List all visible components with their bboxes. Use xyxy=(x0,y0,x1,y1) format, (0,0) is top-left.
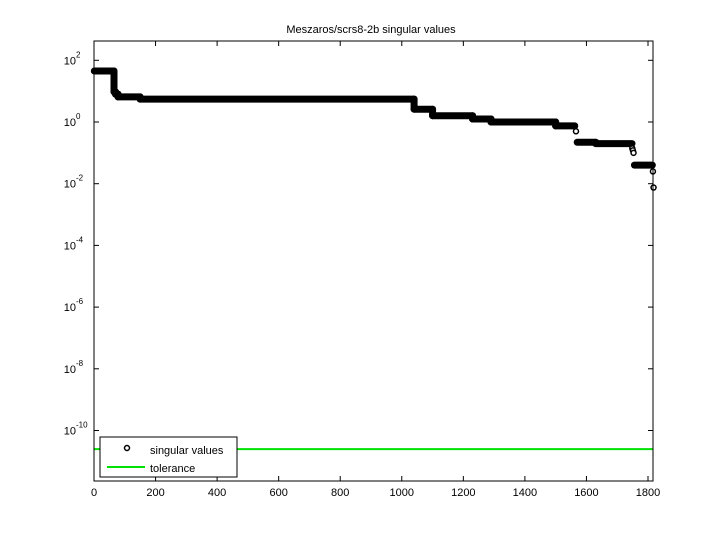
y-tick-label: 10 xyxy=(64,240,76,252)
y-tick-label: 10 xyxy=(64,426,76,438)
y-tick-label: 10 xyxy=(64,55,76,67)
axes-frame xyxy=(93,40,654,482)
y-tick-exponent: -2 xyxy=(76,174,84,183)
x-tick-label: 1200 xyxy=(451,487,475,499)
legend-circle-icon xyxy=(123,444,131,452)
y-tick-label: 10 xyxy=(64,117,76,129)
x-tick-label: 0 xyxy=(91,487,97,499)
chart-title: Meszaros/scrs8-2b singular values xyxy=(286,24,456,36)
x-tick-label: 800 xyxy=(331,487,349,499)
legend-box xyxy=(99,436,238,478)
y-tick-exponent: -4 xyxy=(76,235,84,244)
singular-value-point xyxy=(650,184,657,191)
x-tick-label: 1400 xyxy=(513,487,537,499)
legend-label-singular-values: singular values xyxy=(150,445,224,457)
x-tick-label: 200 xyxy=(146,487,164,499)
y-tick-exponent: -6 xyxy=(76,297,84,306)
plot-area xyxy=(90,67,657,451)
singular-value-point xyxy=(630,149,637,157)
x-axis: 0 200 400 600 800 1000 1200 1400 1600 1800 xyxy=(91,40,660,499)
x-tick-label: 1000 xyxy=(390,487,414,499)
x-tick-label: 1600 xyxy=(574,487,598,499)
y-tick-exponent: -10 xyxy=(76,421,88,430)
legend-label-tolerance: tolerance xyxy=(150,463,195,475)
y-tick-label: 10 xyxy=(64,302,76,314)
x-tick-label: 1800 xyxy=(636,487,660,499)
y-tick-exponent: 2 xyxy=(76,50,81,59)
x-tick-label: 600 xyxy=(269,487,287,499)
singular-value-point xyxy=(572,128,580,135)
x-tick-label: 400 xyxy=(208,487,226,499)
legend: singular values tolerance xyxy=(99,436,238,478)
y-tick-label: 10 xyxy=(64,364,76,376)
y-tick-exponent: -8 xyxy=(76,359,84,368)
y-tick-exponent: 0 xyxy=(76,112,81,121)
y-tick-label: 10 xyxy=(64,179,76,191)
